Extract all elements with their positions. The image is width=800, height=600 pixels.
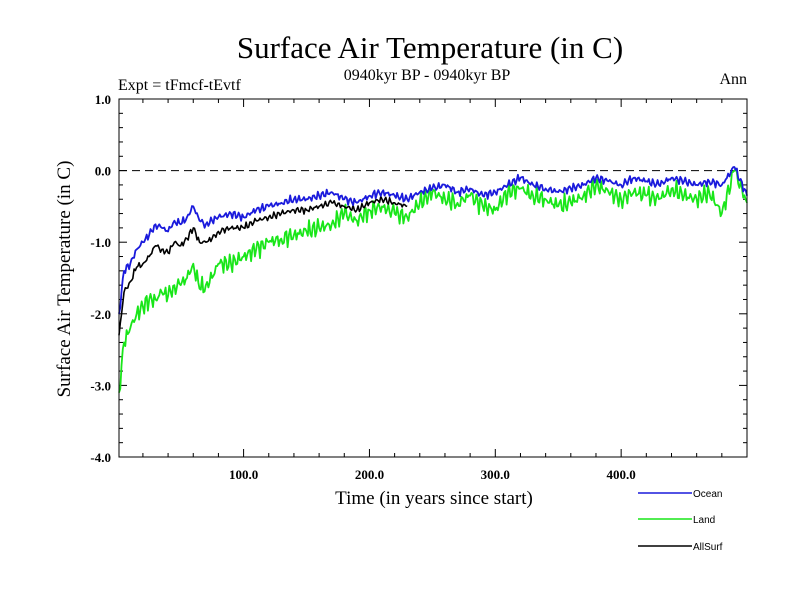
axes-layer: 1.0 0.0 -1.0 -2.0 -3.0 -4.0 100.0 200.0 300.0 400… — [90, 92, 747, 482]
x-tick-label: 400.0 — [607, 467, 636, 482]
x-tick-label: 200.0 — [355, 467, 384, 482]
y-tick-label: -4.0 — [90, 450, 111, 465]
plot-frame — [118, 98, 748, 458]
experiment-label: Expt = tFmcf-tEvtf — [118, 77, 241, 94]
chart-title: Surface Air Temperature (in C) — [237, 30, 623, 65]
x-tick-label: 100.0 — [229, 467, 258, 482]
y-tick-label: 1.0 — [95, 92, 111, 107]
y-axis-label: Surface Air Temperature (in C) — [54, 161, 75, 398]
season-label: Ann — [719, 71, 747, 88]
y-tick-label: -3.0 — [90, 378, 111, 393]
series-layer — [118, 166, 748, 393]
y-tick-label: 0.0 — [95, 164, 111, 179]
y-tick-label: -1.0 — [90, 235, 111, 250]
series-line-allsurf — [118, 195, 408, 336]
legend: Ocean Land AllSurf — [638, 489, 723, 553]
x-tick-label: 300.0 — [481, 467, 510, 482]
series-line-land — [118, 167, 748, 393]
series-line-ocean — [118, 166, 748, 314]
x-axis-label: Time (in years since start) — [335, 488, 533, 509]
legend-label-ocean: Ocean — [693, 489, 722, 500]
legend-label-allsurf: AllSurf — [693, 542, 723, 553]
legend-label-land: Land — [693, 515, 715, 526]
y-tick-label: -2.0 — [90, 307, 111, 322]
chart-subtitle: 0940kyr BP - 0940kyr BP — [344, 67, 511, 84]
